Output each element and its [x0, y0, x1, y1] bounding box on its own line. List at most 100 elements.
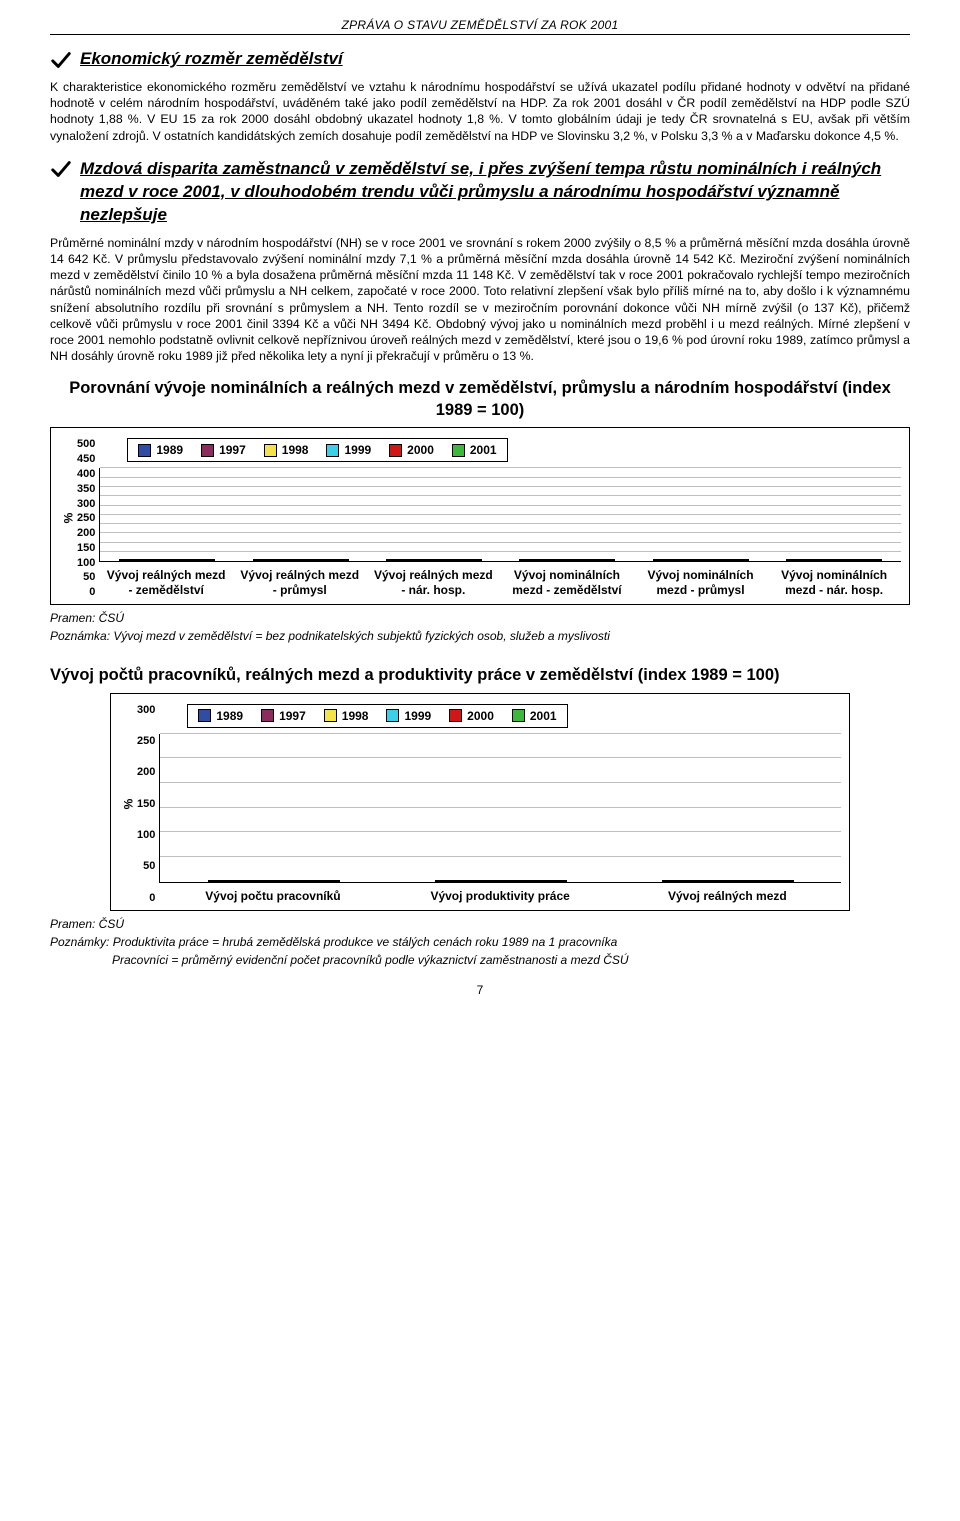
legend-item: 2000 [389, 443, 434, 457]
x-axis-label: Vývoj nominálních mezd - průmysl [641, 568, 761, 598]
bar-group [662, 880, 794, 882]
bar-group [519, 559, 615, 561]
chart-2-frame: % 300250200150100500 1989199719981999200… [110, 693, 850, 911]
bar [545, 880, 567, 882]
y-tick-label: 300 [137, 704, 155, 716]
section-2-heading: Mzdová disparita zaměstnanců v zemědělst… [50, 158, 910, 227]
grid-line [100, 467, 901, 468]
legend-label: 1997 [279, 709, 306, 723]
bar [866, 559, 882, 561]
y-tick-label: 150 [77, 542, 95, 554]
legend-item: 2001 [452, 443, 497, 457]
bar [802, 559, 818, 561]
x-axis-label: Vývoj reálných mezd [627, 889, 827, 904]
bar [479, 880, 501, 882]
grid-line [100, 532, 901, 533]
checkmark-icon [50, 158, 72, 180]
section-1-title: Ekonomický rozměr zemědělství [80, 49, 343, 69]
legend-item: 1998 [324, 709, 369, 723]
legend-item: 2000 [449, 709, 494, 723]
grid-line [100, 495, 901, 496]
bar [818, 559, 834, 561]
legend-label: 1998 [342, 709, 369, 723]
bar-group [119, 559, 215, 561]
grid-line [100, 542, 901, 543]
bar [523, 880, 545, 882]
bar [333, 559, 349, 561]
y-tick-label: 50 [83, 571, 95, 583]
bar [701, 559, 717, 561]
grid-line [160, 831, 841, 832]
legend-item: 1989 [198, 709, 243, 723]
legend-item: 2001 [512, 709, 557, 723]
bar [535, 559, 551, 561]
grid-line [100, 477, 901, 478]
x-axis-label: Vývoj reálných mezd - nár. hosp. [373, 568, 493, 598]
chart-1-source: Pramen: ČSÚ [50, 611, 910, 625]
y-tick-label: 200 [77, 527, 95, 539]
y-tick-label: 250 [77, 512, 95, 524]
legend-swatch [512, 709, 525, 722]
bar [274, 880, 296, 882]
chart-2-plot-wrap: 1989 1997 1998 1999 2000 2001 Vývoj počtu pra… [159, 704, 841, 904]
chart-2-source: Pramen: ČSÚ [50, 917, 910, 931]
bar [119, 559, 135, 561]
bar [450, 559, 466, 561]
grid-line [160, 807, 841, 808]
bar [269, 559, 285, 561]
x-axis-label: Vývoj reálných mezd - zemědělství [106, 568, 226, 598]
chart-1-inner: % 500450400350300250200150100500 1989199… [59, 438, 901, 598]
chart-1-title: Porovnání vývoje nominálních a reálných … [50, 378, 910, 421]
bar [167, 559, 183, 561]
chart-1-y-ticks: 500450400350300250200150100500 [77, 438, 99, 598]
chart-2-y-ticks: 300250200150100500 [137, 704, 159, 904]
y-tick-label: 350 [77, 483, 95, 495]
legend-label: 2001 [470, 443, 497, 457]
legend-swatch [326, 444, 339, 457]
y-tick-label: 150 [137, 798, 155, 810]
bar [466, 559, 482, 561]
bar [717, 559, 733, 561]
chart-2-note-1: Poznámky: Produktivita práce = hrubá zem… [50, 935, 910, 949]
bar [583, 559, 599, 561]
grid-line [100, 514, 901, 515]
bar [285, 559, 301, 561]
chart-2-x-labels: Vývoj počtu pracovníkůVývoj produktivity… [159, 889, 841, 904]
y-tick-label: 50 [143, 860, 155, 872]
legend-label: 1989 [216, 709, 243, 723]
bar [567, 559, 583, 561]
bar [230, 880, 252, 882]
bar [551, 559, 567, 561]
legend-label: 2000 [407, 443, 434, 457]
legend-item: 1999 [326, 443, 371, 457]
legend-swatch [452, 444, 465, 457]
bar [151, 559, 167, 561]
doc-header: ZPRÁVA O STAVU ZEMĚDĚLSTVÍ ZA ROK 2001 [50, 18, 910, 35]
bar [317, 559, 333, 561]
chart-2-legend: 1989 1997 1998 1999 2000 2001 [187, 704, 567, 728]
chart-2-inner: % 300250200150100500 1989199719981999200… [119, 704, 841, 904]
legend-swatch [449, 709, 462, 722]
legend-swatch [386, 709, 399, 722]
section-2-title: Mzdová disparita zaměstnanců v zemědělst… [80, 158, 910, 227]
legend-swatch [389, 444, 402, 457]
bar-group [208, 880, 340, 882]
bar [706, 880, 728, 882]
bar [457, 880, 479, 882]
legend-item: 1998 [264, 443, 309, 457]
bar [750, 880, 772, 882]
bar [685, 559, 701, 561]
legend-swatch [261, 709, 274, 722]
chart-1-legend: 198919971998199920002001 [127, 438, 507, 462]
page-root: ZPRÁVA O STAVU ZEMĚDĚLSTVÍ ZA ROK 2001 E… [0, 0, 960, 1027]
legend-swatch [198, 709, 211, 722]
bar [728, 880, 750, 882]
legend-label: 1999 [404, 709, 431, 723]
bar-group [253, 559, 349, 561]
bar [501, 880, 523, 882]
grid-line [160, 856, 841, 857]
chart-1-frame: % 500450400350300250200150100500 1989199… [50, 427, 910, 605]
legend-item: 1997 [201, 443, 246, 457]
legend-item: 1997 [261, 709, 306, 723]
bar [434, 559, 450, 561]
